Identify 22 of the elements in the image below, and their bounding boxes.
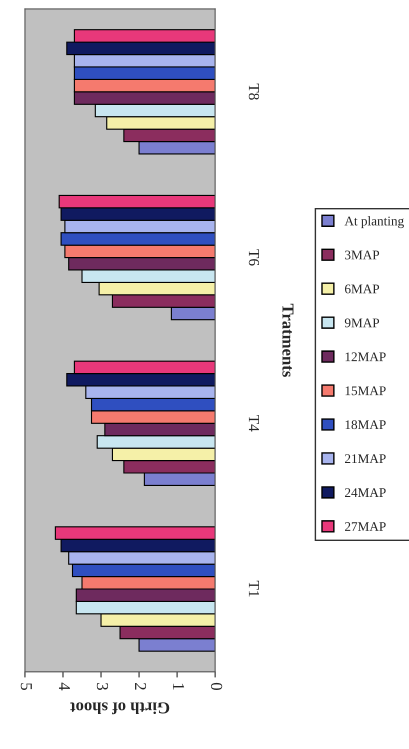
- legend-label: 3MAP: [345, 250, 380, 260]
- legend-label: 12MAP: [346, 352, 386, 362]
- y-tick-label: T8: [248, 84, 260, 100]
- legend-label: 15MAP: [346, 386, 386, 396]
- legend-label: 18MAP: [346, 420, 386, 430]
- legend-label: 24MAP: [345, 488, 386, 497]
- x-tick-label: 0: [210, 682, 222, 690]
- x-tick-label: 5: [20, 683, 32, 690]
- y-tick-label: T1: [248, 580, 260, 597]
- legend-label: At planting: [344, 216, 404, 228]
- legend-label: 27MAP: [345, 522, 386, 531]
- legend-label: 21MAP: [345, 454, 386, 463]
- y-tick-label: T6: [248, 249, 260, 266]
- x-tick-label: 2: [135, 683, 146, 690]
- y-tick-label: T4: [248, 415, 259, 432]
- y-axis-title: Tratments: [282, 304, 294, 377]
- x-tick-label: 4: [58, 682, 70, 690]
- x-axis-title: Girth of shoot: [70, 702, 170, 714]
- x-tick-label: 1: [173, 684, 184, 690]
- legend-label: 6MAP: [344, 284, 380, 294]
- legend-label: 9MAP: [344, 318, 380, 328]
- x-tick-label: 3: [96, 683, 108, 690]
